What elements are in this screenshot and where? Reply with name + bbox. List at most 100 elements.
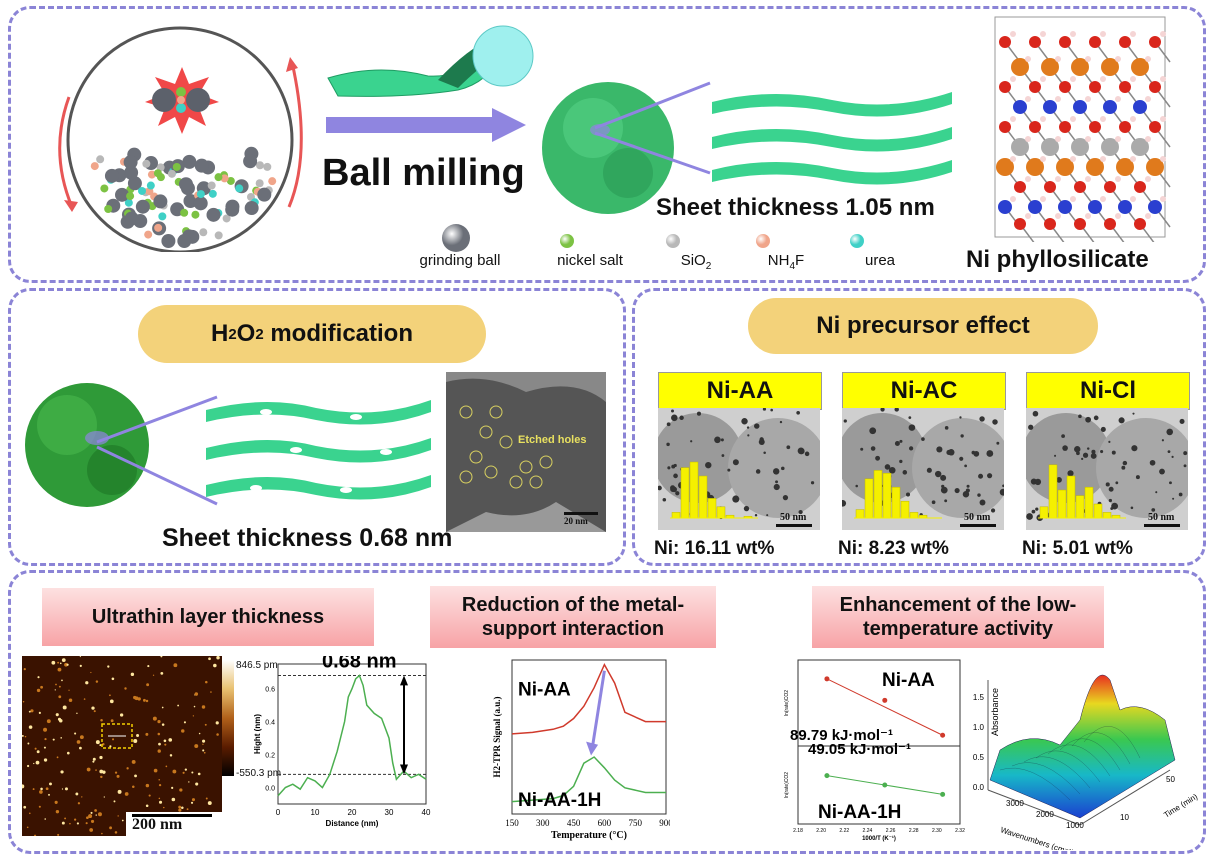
atom xyxy=(1074,181,1086,193)
atom-h xyxy=(1055,56,1061,62)
afm-particle xyxy=(163,806,165,809)
atom xyxy=(999,36,1011,48)
x-tick-label: 2.20 xyxy=(816,828,826,834)
afm-particle xyxy=(112,738,115,741)
afm-particle xyxy=(57,667,62,672)
nanosphere-illustration xyxy=(538,78,678,218)
afm-particle xyxy=(158,742,161,746)
legend-swatch xyxy=(756,234,770,248)
particle xyxy=(191,210,200,219)
afm-particle xyxy=(99,744,102,747)
atom-h xyxy=(1160,156,1166,162)
afm-particle xyxy=(86,816,89,820)
afm-particle xyxy=(157,719,161,724)
afm-particle xyxy=(215,721,219,725)
arrow-head xyxy=(400,675,408,686)
afm-particle xyxy=(124,792,129,796)
sample-loading: Ni: 5.01 wt% xyxy=(1022,538,1133,559)
afm-particle xyxy=(55,683,57,686)
atom xyxy=(1043,100,1057,114)
atom xyxy=(1104,181,1116,193)
afm-particle xyxy=(177,704,180,707)
afm-particle xyxy=(43,727,48,732)
afm-particle xyxy=(76,712,78,714)
atom-h xyxy=(1025,56,1031,62)
afm-particle xyxy=(24,735,27,738)
afm-particle xyxy=(152,674,155,676)
atom-h xyxy=(1130,31,1136,37)
modification-panel xyxy=(8,288,626,566)
afm-particle xyxy=(184,768,187,771)
atom-h xyxy=(1100,31,1106,37)
afm-particle xyxy=(143,698,146,702)
tem-scale-label: 20 nm xyxy=(564,516,588,526)
atom-h xyxy=(1055,96,1061,102)
afm-particle xyxy=(100,775,103,779)
afm-particle xyxy=(61,821,65,825)
atom xyxy=(1028,200,1042,214)
afm-particle xyxy=(193,705,196,708)
afm-particle xyxy=(74,818,77,821)
atom-h xyxy=(1010,31,1016,37)
atom-h xyxy=(1115,136,1121,142)
afm-particle xyxy=(92,760,95,763)
atom-h xyxy=(1115,96,1121,102)
particle xyxy=(207,181,216,190)
afm-particle xyxy=(178,805,182,809)
afm-particle xyxy=(181,806,184,810)
afm-particle xyxy=(89,828,94,832)
particle xyxy=(100,184,109,193)
sample-scale-label: 50 nm xyxy=(964,512,991,523)
series-label: Ni-AA xyxy=(518,679,571,700)
atom-h xyxy=(1115,176,1121,182)
afm-particle xyxy=(133,738,138,743)
afm-particle xyxy=(101,832,103,835)
afm-particle xyxy=(114,771,118,774)
x-tick-label: 10 xyxy=(311,808,320,817)
etched-sphere-illustration xyxy=(22,380,152,510)
atom xyxy=(998,200,1012,214)
x-axis-label: 1000/T (K⁻¹) xyxy=(862,835,896,842)
colorbar-min: -550.3 pm xyxy=(236,768,282,779)
afm-particle xyxy=(191,798,196,802)
section-title-interaction: Reduction of the metal-support interacti… xyxy=(430,586,716,648)
afm-particle xyxy=(202,743,204,745)
title-part: O xyxy=(236,320,256,347)
afm-particle xyxy=(190,801,194,804)
afm-colorbar xyxy=(222,660,234,776)
afm-particle xyxy=(136,733,140,737)
atom-h xyxy=(1160,31,1166,37)
afm-particle xyxy=(145,804,149,808)
afm-particle xyxy=(191,771,194,774)
surface-ridge xyxy=(1047,744,1111,777)
afm-particle xyxy=(76,822,80,825)
afm-particle xyxy=(168,738,173,742)
z-axis-label: Absorbance xyxy=(990,688,1000,736)
afm-particle xyxy=(157,732,161,736)
x-tick-label: 750 xyxy=(628,818,642,828)
particle xyxy=(255,179,264,188)
afm-particle xyxy=(202,739,206,743)
afm-particle xyxy=(22,734,24,737)
hist-bar xyxy=(716,506,726,519)
sample-label: Ni-AC xyxy=(842,372,1006,410)
sample-label: Ni-Cl xyxy=(1026,372,1190,410)
x-tick-label: 1000 xyxy=(1066,821,1084,830)
y-axis-label: H2-TPR Signal (a.u.) xyxy=(492,696,502,777)
afm-particle xyxy=(26,764,30,768)
atom xyxy=(1134,181,1146,193)
series-label: Ni-AA-1H xyxy=(818,802,901,823)
afm-particle xyxy=(126,767,129,770)
legend-swatch xyxy=(666,234,680,248)
hist-bar xyxy=(689,461,699,519)
afm-particle xyxy=(210,691,212,693)
particle xyxy=(244,201,259,216)
product-label: Ni phyllosilicate xyxy=(966,246,1149,273)
particle xyxy=(147,170,156,179)
atom-h xyxy=(1010,116,1016,122)
afm-particle xyxy=(76,740,81,744)
particle xyxy=(142,159,151,168)
particle xyxy=(263,162,272,171)
afm-particle xyxy=(64,662,68,667)
atom xyxy=(1119,121,1131,133)
